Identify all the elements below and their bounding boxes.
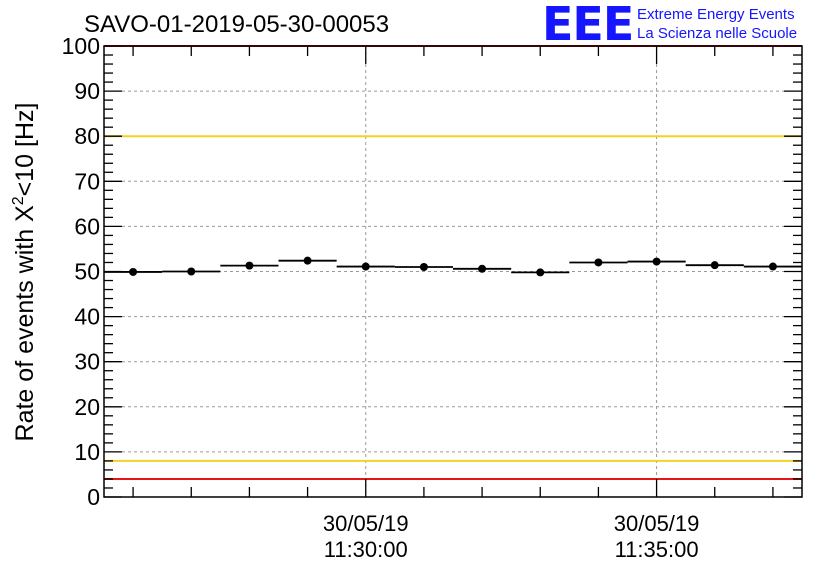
y-tick-label: 30 [74,349,100,375]
y-axis-label-tail: <10 [Hz] [11,103,39,197]
eee-logo-line1: Extreme Energy Events [637,6,795,23]
y-axis-label: Rate of events with X2<10 [Hz] [10,103,39,442]
reference-lines [104,45,802,480]
y-tick-label: 60 [74,213,100,239]
y-tick-label: 80 [74,123,100,149]
y-tick-label: 20 [74,394,100,420]
x-tick-label-date: 30/05/19 [614,511,700,536]
y-tick-label: 100 [62,33,100,59]
y-axis-label-superscript: 2 [10,196,27,205]
chart-title: SAVO-01-2019-05-30-00053 [84,11,389,38]
data-point [536,268,545,277]
data-point [187,267,196,276]
data-point [419,262,428,271]
axes-ticks [104,45,802,498]
eee-logo-line2: La Scienza nelle Scuole [637,25,797,42]
y-tick-label: 70 [74,168,100,194]
eee-logo: EEE Extreme Energy Events La Scienza nel… [542,0,797,51]
data-point [361,262,370,271]
x-tick-label-time: 11:35:00 [615,537,699,562]
eee-logo-letters: EEE [542,0,633,51]
data-point [710,261,719,270]
y-axis-label-main: Rate of events with X [11,205,39,442]
y-tick-label: 0 [87,484,100,510]
data-point [594,258,603,267]
data-point [652,257,661,266]
data-point [478,264,487,273]
y-tick-label: 90 [74,78,100,104]
y-tick-labels: 0 10 20 30 40 50 60 70 80 90 100 [62,33,100,510]
data-point [129,267,138,276]
data-point [245,261,254,270]
data-bins [104,256,802,277]
x-tick-label-date: 30/05/19 [323,511,409,536]
y-tick-label: 50 [74,259,100,285]
data-point [303,256,312,265]
y-tick-label: 40 [74,304,100,330]
x-tick-label-time: 11:30:00 [324,537,408,562]
data-point [768,262,777,271]
y-tick-label: 10 [74,439,100,465]
